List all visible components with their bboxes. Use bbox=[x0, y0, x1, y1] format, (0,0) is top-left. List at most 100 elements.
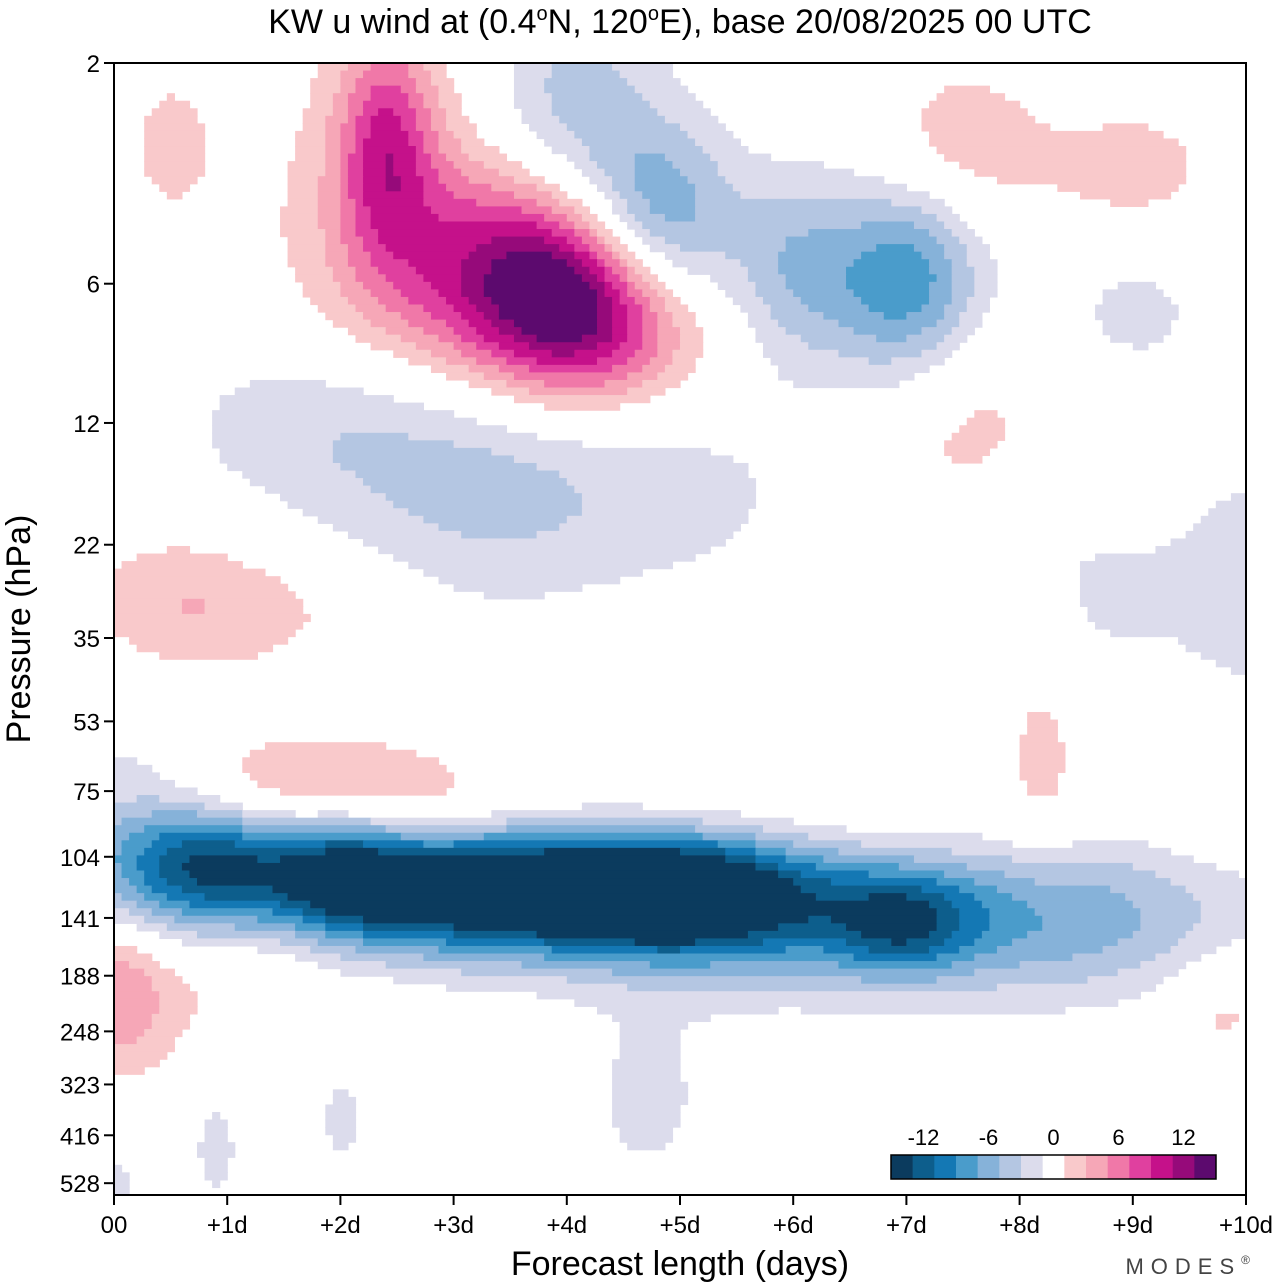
contour-cell bbox=[189, 870, 779, 879]
contour-cell bbox=[574, 998, 1119, 1007]
contour-cell bbox=[295, 923, 326, 932]
contour-cell bbox=[544, 953, 855, 962]
y-tick-label: 22 bbox=[73, 533, 100, 560]
contour-cell bbox=[800, 334, 877, 343]
contour-cell bbox=[695, 138, 741, 147]
contour-cell bbox=[778, 319, 840, 328]
contour-cell bbox=[581, 493, 757, 502]
contour-cell bbox=[325, 251, 349, 260]
contour-cell bbox=[468, 153, 508, 162]
contour-cell bbox=[785, 855, 824, 864]
contour-cell bbox=[438, 100, 462, 109]
contour-cell bbox=[438, 945, 553, 955]
contour-cell bbox=[114, 878, 130, 887]
contour-cell bbox=[589, 221, 606, 230]
contour-cell bbox=[627, 281, 636, 290]
contour-cell bbox=[347, 327, 387, 336]
contour-cell bbox=[619, 1021, 689, 1030]
contour-cell bbox=[513, 70, 553, 79]
contour-cell bbox=[476, 342, 500, 351]
contour-cell bbox=[770, 357, 870, 366]
contour-cell bbox=[627, 312, 643, 321]
colorbar-legend: -12 -6 0 6 12 bbox=[885, 1119, 1222, 1185]
contour-cell bbox=[166, 878, 198, 887]
colorbar-swatch bbox=[891, 1155, 913, 1179]
contour-cell bbox=[468, 364, 500, 374]
contour-cell bbox=[808, 304, 870, 313]
contour-cell bbox=[151, 908, 183, 917]
contour-cell bbox=[1079, 561, 1247, 570]
contour-cell bbox=[1019, 749, 1066, 758]
contour-cell bbox=[310, 78, 341, 87]
contour-cell bbox=[476, 327, 500, 336]
contour-cell bbox=[166, 893, 206, 902]
contour-cell bbox=[317, 70, 341, 79]
contour-cell bbox=[378, 545, 711, 555]
contour-cell bbox=[446, 319, 470, 328]
contour-cell bbox=[513, 395, 651, 404]
contour-cell bbox=[657, 372, 689, 381]
contour-cell bbox=[423, 138, 440, 147]
contour-cell bbox=[612, 266, 628, 275]
contour-cell bbox=[672, 161, 719, 170]
contour-cell bbox=[355, 221, 372, 230]
contour-cell bbox=[634, 213, 666, 223]
contour-cell bbox=[370, 123, 402, 132]
contour-cell bbox=[846, 938, 892, 947]
contour-cell bbox=[1095, 312, 1179, 321]
contour-cell bbox=[627, 274, 643, 283]
contour-cell bbox=[966, 417, 1006, 426]
contour-cell bbox=[559, 221, 575, 230]
contour-cell bbox=[770, 304, 809, 313]
contour-cell bbox=[476, 304, 500, 313]
contour-cell bbox=[400, 312, 432, 321]
contour-cell bbox=[619, 259, 628, 268]
x-tick-label: 00 bbox=[101, 1212, 128, 1239]
contour-cell bbox=[325, 915, 364, 924]
contour-cell bbox=[121, 893, 145, 902]
contour-cell bbox=[1102, 296, 1172, 306]
contour-cell bbox=[1079, 191, 1172, 200]
contour-cell bbox=[144, 968, 175, 977]
contour-cell bbox=[363, 236, 379, 245]
contour-cell bbox=[808, 342, 938, 351]
contour-cell bbox=[612, 1074, 681, 1083]
contour-cell bbox=[906, 334, 945, 343]
contour-cell bbox=[415, 146, 425, 155]
contour-cell bbox=[461, 312, 485, 321]
x-tick-label: +10d bbox=[1219, 1212, 1273, 1239]
contour-cell bbox=[823, 855, 915, 864]
contour-cell bbox=[944, 893, 975, 902]
contour-cell bbox=[566, 976, 862, 985]
contour-cell bbox=[612, 334, 628, 343]
contour-cell bbox=[755, 847, 787, 856]
contour-cell bbox=[657, 319, 674, 328]
contour-cell bbox=[461, 530, 538, 540]
contour-cell bbox=[430, 161, 455, 170]
contour-cell bbox=[378, 236, 492, 245]
contour-cell bbox=[370, 206, 432, 215]
contour-cell bbox=[944, 244, 968, 253]
contour-cell bbox=[944, 440, 998, 449]
contour-cell bbox=[604, 266, 613, 275]
contour-cell bbox=[393, 976, 568, 985]
contour-cell bbox=[363, 108, 379, 117]
contour-cell bbox=[121, 870, 145, 879]
contour-cell bbox=[129, 961, 160, 970]
contour-cell bbox=[393, 168, 417, 177]
contour-cell bbox=[332, 455, 515, 464]
contour-cell bbox=[287, 176, 319, 185]
contour-cell bbox=[415, 85, 440, 94]
contour-cell bbox=[280, 938, 319, 947]
colorbar-swatch bbox=[934, 1155, 957, 1179]
contour-cell bbox=[619, 1036, 681, 1045]
contour-cell bbox=[370, 251, 394, 260]
contour-cell bbox=[212, 1111, 221, 1121]
contour-cell bbox=[340, 953, 425, 962]
contour-cell bbox=[740, 191, 930, 200]
contour-cell bbox=[959, 425, 1006, 434]
contour-cell bbox=[1110, 198, 1149, 207]
contour-cell bbox=[861, 840, 1013, 849]
contour-cell bbox=[536, 130, 575, 140]
contour-cell bbox=[476, 244, 560, 253]
